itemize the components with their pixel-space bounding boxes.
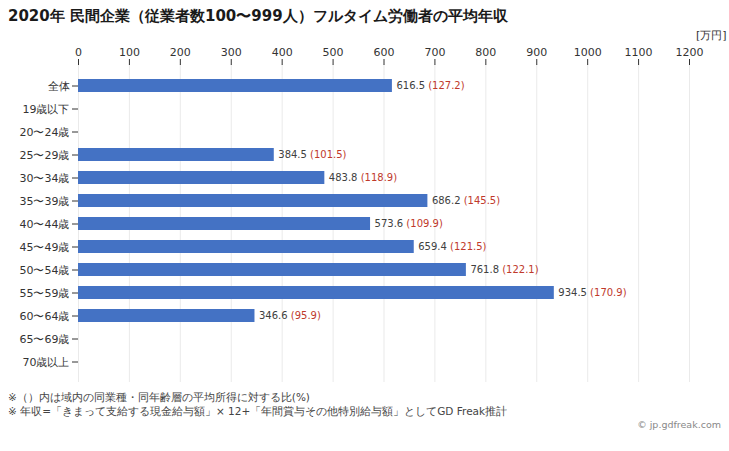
- svg-text:(118.9): (118.9): [357, 172, 397, 183]
- svg-text:573.6: 573.6: [375, 218, 404, 229]
- svg-text:25〜29歳: 25〜29歳: [20, 149, 70, 162]
- svg-text:300: 300: [221, 46, 242, 59]
- svg-text:700: 700: [424, 46, 445, 59]
- html-text:※ 年収=「きまって支給する現金給与額」× 12+「年間賞与: ※ 年収=「きまって支給する現金給与額」× 12+「年間賞与その他特別給与額」と…: [8, 405, 508, 417]
- svg-text:(109.9): (109.9): [403, 218, 443, 229]
- svg-text:(170.9): (170.9): [587, 287, 627, 298]
- svg-text:800: 800: [475, 46, 496, 59]
- svg-text:0: 0: [75, 46, 82, 59]
- svg-text:(121.5): (121.5): [447, 241, 487, 252]
- svg-text:40〜44歳: 40〜44歳: [20, 218, 70, 231]
- svg-text:900: 900: [526, 46, 547, 59]
- svg-text:50〜54歳: 50〜54歳: [20, 264, 70, 277]
- html-text:※（）内は域内の同業種・同年齢層の平均所得に対する比(%): ※（）内は域内の同業種・同年齢層の平均所得に対する比(%): [8, 391, 310, 403]
- svg-text:384.5: 384.5: [278, 149, 307, 160]
- svg-text:全体: 全体: [48, 80, 70, 93]
- svg-text:1000: 1000: [574, 46, 602, 59]
- svg-text:19歳以下: 19歳以下: [23, 103, 70, 116]
- svg-text:(101.5): (101.5): [307, 149, 347, 160]
- svg-text:600: 600: [374, 46, 395, 59]
- svg-text:483.8: 483.8: [329, 172, 358, 183]
- svg-text:[万円]: [万円]: [696, 29, 727, 42]
- svg-text:1100: 1100: [625, 46, 653, 59]
- svg-text:70歳以上: 70歳以上: [23, 356, 70, 369]
- svg-text:35〜39歳: 35〜39歳: [20, 195, 70, 208]
- svg-text:(145.5): (145.5): [461, 195, 501, 206]
- svg-text:659.4: 659.4: [418, 241, 447, 252]
- html-text:© jp.gdfreak.com: © jp.gdfreak.com: [637, 419, 721, 430]
- svg-text:(127.2): (127.2): [425, 80, 465, 91]
- html-text:2020年 民間企業（従業者数100〜999人）フルタイム労: 2020年 民間企業（従業者数100〜999人）フルタイム労働者の平均年収: [8, 7, 508, 25]
- svg-text:1200: 1200: [676, 46, 704, 59]
- svg-text:934.5: 934.5: [558, 287, 587, 298]
- svg-text:346.6: 346.6: [259, 310, 288, 321]
- svg-text:616.5: 616.5: [396, 80, 425, 91]
- svg-text:(95.9): (95.9): [288, 310, 321, 321]
- svg-text:30〜34歳: 30〜34歳: [20, 172, 70, 185]
- svg-text:100: 100: [119, 46, 140, 59]
- svg-text:761.8: 761.8: [470, 264, 499, 275]
- svg-text:60〜64歳: 60〜64歳: [20, 310, 70, 323]
- svg-text:55〜59歳: 55〜59歳: [20, 287, 70, 300]
- svg-text:45〜49歳: 45〜49歳: [20, 241, 70, 254]
- svg-text:686.2: 686.2: [432, 195, 461, 206]
- svg-text:(122.1): (122.1): [499, 264, 539, 275]
- svg-text:400: 400: [272, 46, 293, 59]
- svg-text:20〜24歳: 20〜24歳: [20, 126, 70, 139]
- svg-text:200: 200: [170, 46, 191, 59]
- svg-text:65〜69歳: 65〜69歳: [20, 333, 70, 346]
- svg-text:500: 500: [323, 46, 344, 59]
